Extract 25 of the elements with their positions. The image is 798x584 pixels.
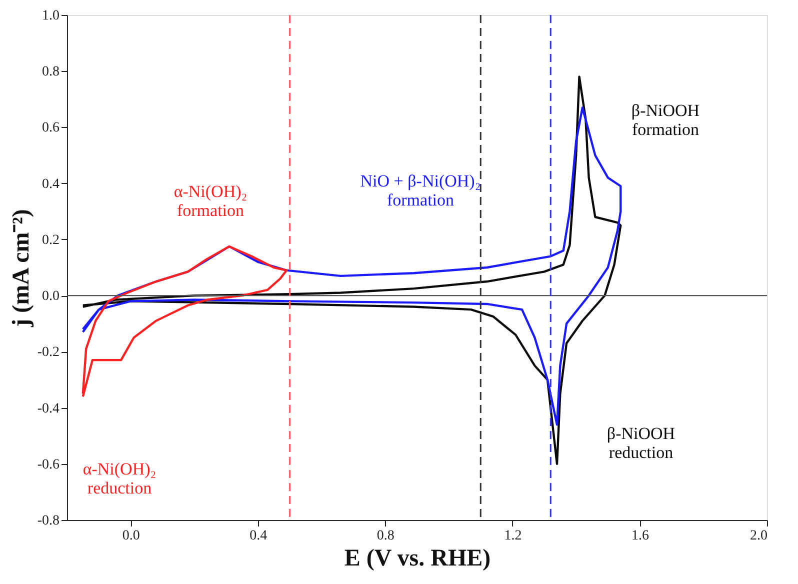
y-tick-label: -0.8 xyxy=(37,514,60,528)
x-axis-title: E (V vs. RHE) xyxy=(344,546,491,572)
y-tick-label: -0.4 xyxy=(37,401,60,416)
y-tick-label: 0.8 xyxy=(42,64,60,80)
x-tick-label: 0.0 xyxy=(122,528,140,544)
y-tick-label: -0.6 xyxy=(37,457,60,472)
x-tick-label: 1.6 xyxy=(631,528,649,544)
y-tick-label: 0.2 xyxy=(42,232,60,248)
y-axis-title: j (mA cm⁻²) xyxy=(8,209,34,328)
x-tick-label: 2.0 xyxy=(750,528,768,544)
y-tick-label: 0.0 xyxy=(42,289,60,304)
y-tick-label: 1.0 xyxy=(42,8,60,24)
y-tick-label: 0.6 xyxy=(42,120,60,136)
annotation: β-NiOOH reduction xyxy=(606,424,676,462)
annotation: α-Ni(OH)₂ formation xyxy=(174,182,248,220)
annotation: β-NiOOH formation xyxy=(631,100,700,139)
line-series xyxy=(82,245,288,398)
x-tick-label: 0.8 xyxy=(376,528,394,544)
x-tick-label: 1.2 xyxy=(504,528,522,544)
x-tick-label: 0.4 xyxy=(250,528,268,544)
annotation: NiO + β-Ni(OH)₂ formation xyxy=(360,172,481,210)
y-tick-label: -0.2 xyxy=(37,345,60,360)
y-tick-label: 0.4 xyxy=(42,176,60,192)
line-series xyxy=(82,106,622,426)
annotation: α-Ni(OH)₂ reduction xyxy=(82,460,156,498)
